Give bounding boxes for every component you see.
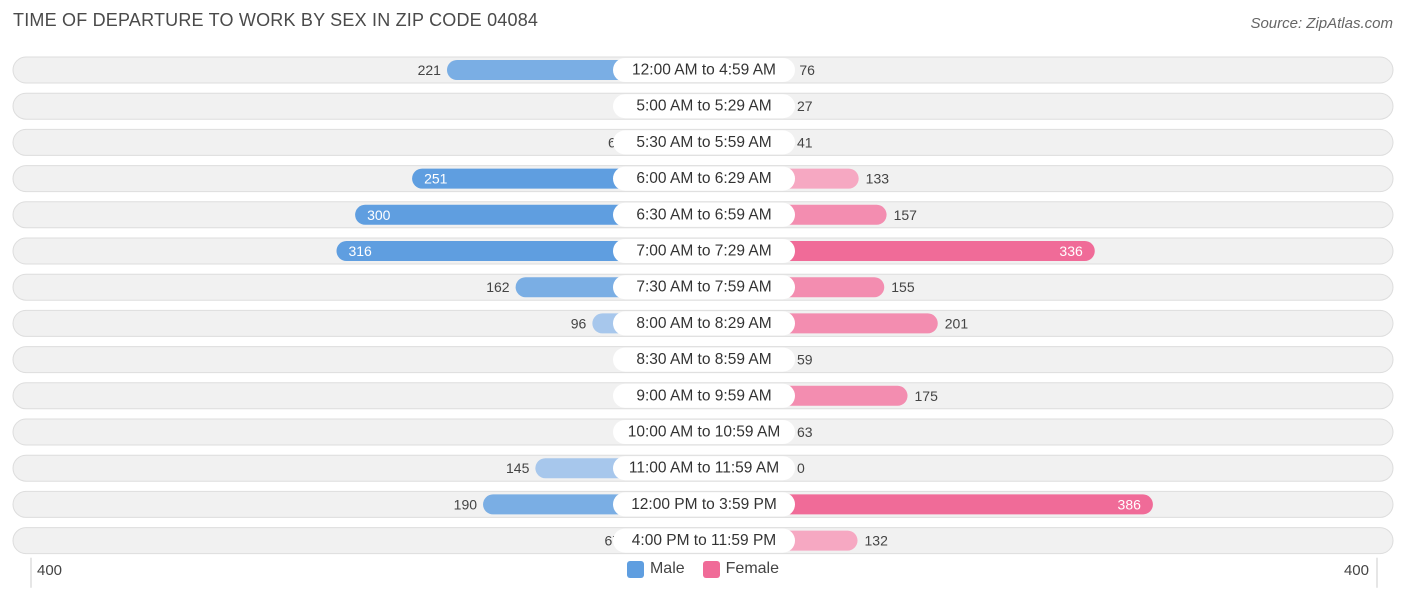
legend: Male Female	[0, 560, 1406, 578]
category-pill	[613, 58, 795, 82]
category-label: 8:30 AM to 8:59 AM	[636, 351, 771, 368]
data-label-female: 27	[797, 98, 813, 114]
axis-right-label: 400	[1343, 562, 1369, 579]
category-label: 6:30 AM to 6:59 AM	[636, 206, 771, 223]
data-label-male: 251	[424, 171, 448, 187]
data-label-female: 76	[799, 62, 815, 78]
legend-item-male: Male	[626, 560, 685, 578]
data-label-female: 201	[945, 315, 969, 331]
category-label: 5:30 AM to 5:59 AM	[636, 134, 771, 151]
category-pill	[613, 239, 795, 263]
category-label: 11:00 AM to 11:59 AM	[629, 460, 779, 477]
category-label: 4:00 PM to 11:59 PM	[632, 532, 776, 549]
data-label-female: 336	[1059, 243, 1083, 259]
data-label-female: 59	[797, 352, 813, 368]
legend-swatch-male	[626, 560, 644, 578]
category-pill	[613, 492, 795, 517]
category-pill	[613, 456, 795, 481]
category-label: 8:00 AM to 8:29 AM	[636, 315, 771, 332]
bar-female	[704, 241, 1095, 261]
data-label-female: 386	[1118, 496, 1142, 512]
legend-label-male: Male	[649, 560, 685, 577]
data-label-male: 162	[486, 279, 510, 295]
legend-label-female: Female	[725, 560, 780, 577]
category-pill	[613, 94, 795, 119]
category-label: 5:00 AM to 5:29 AM	[636, 98, 771, 115]
category-pill	[613, 166, 795, 191]
category-pill	[613, 347, 795, 372]
data-label-female: 175	[915, 388, 939, 404]
data-label-male: 316	[348, 243, 372, 259]
source-label: Source: ZipAtlas.com	[1250, 15, 1393, 32]
category-pill	[613, 383, 795, 408]
category-label: 7:00 AM to 7:29 AM	[636, 243, 771, 260]
category-label: 10:00 AM to 10:59 AM	[628, 424, 781, 441]
category-label: 9:00 AM to 9:59 AM	[636, 387, 771, 404]
category-label: 12:00 PM to 3:59 PM	[631, 496, 777, 513]
category-pill	[613, 275, 795, 300]
data-label-female: 155	[891, 279, 915, 295]
data-label-male: 96	[571, 315, 587, 331]
bar-male	[336, 241, 704, 261]
data-label-female: 133	[866, 171, 890, 187]
data-label-female: 132	[865, 533, 889, 549]
category-pill	[613, 130, 795, 155]
legend-item-female: Female	[702, 560, 780, 578]
category-pill	[613, 420, 795, 444]
category-label: 6:00 AM to 6:29 AM	[636, 170, 771, 187]
category-pill	[613, 311, 795, 336]
data-label-female: 157	[894, 207, 918, 223]
legend-swatch-female	[702, 560, 720, 578]
data-label-male: 145	[506, 460, 530, 476]
chart-title: TIME OF DEPARTURE TO WORK BY SEX IN ZIP …	[13, 10, 539, 30]
data-label-male: 190	[454, 496, 478, 512]
data-label-male: 300	[367, 207, 391, 223]
data-label-male: 221	[418, 62, 442, 78]
data-label-female: 41	[797, 134, 813, 150]
category-label: 12:00 AM to 4:59 AM	[632, 62, 776, 79]
bar-female	[704, 494, 1153, 515]
category-label: 7:30 AM to 7:59 AM	[636, 279, 771, 296]
axis-left-label: 400	[37, 562, 63, 579]
category-pill	[613, 528, 795, 553]
data-label-female: 63	[797, 424, 813, 440]
data-label-female: 0	[797, 460, 805, 476]
category-pill	[613, 202, 795, 227]
